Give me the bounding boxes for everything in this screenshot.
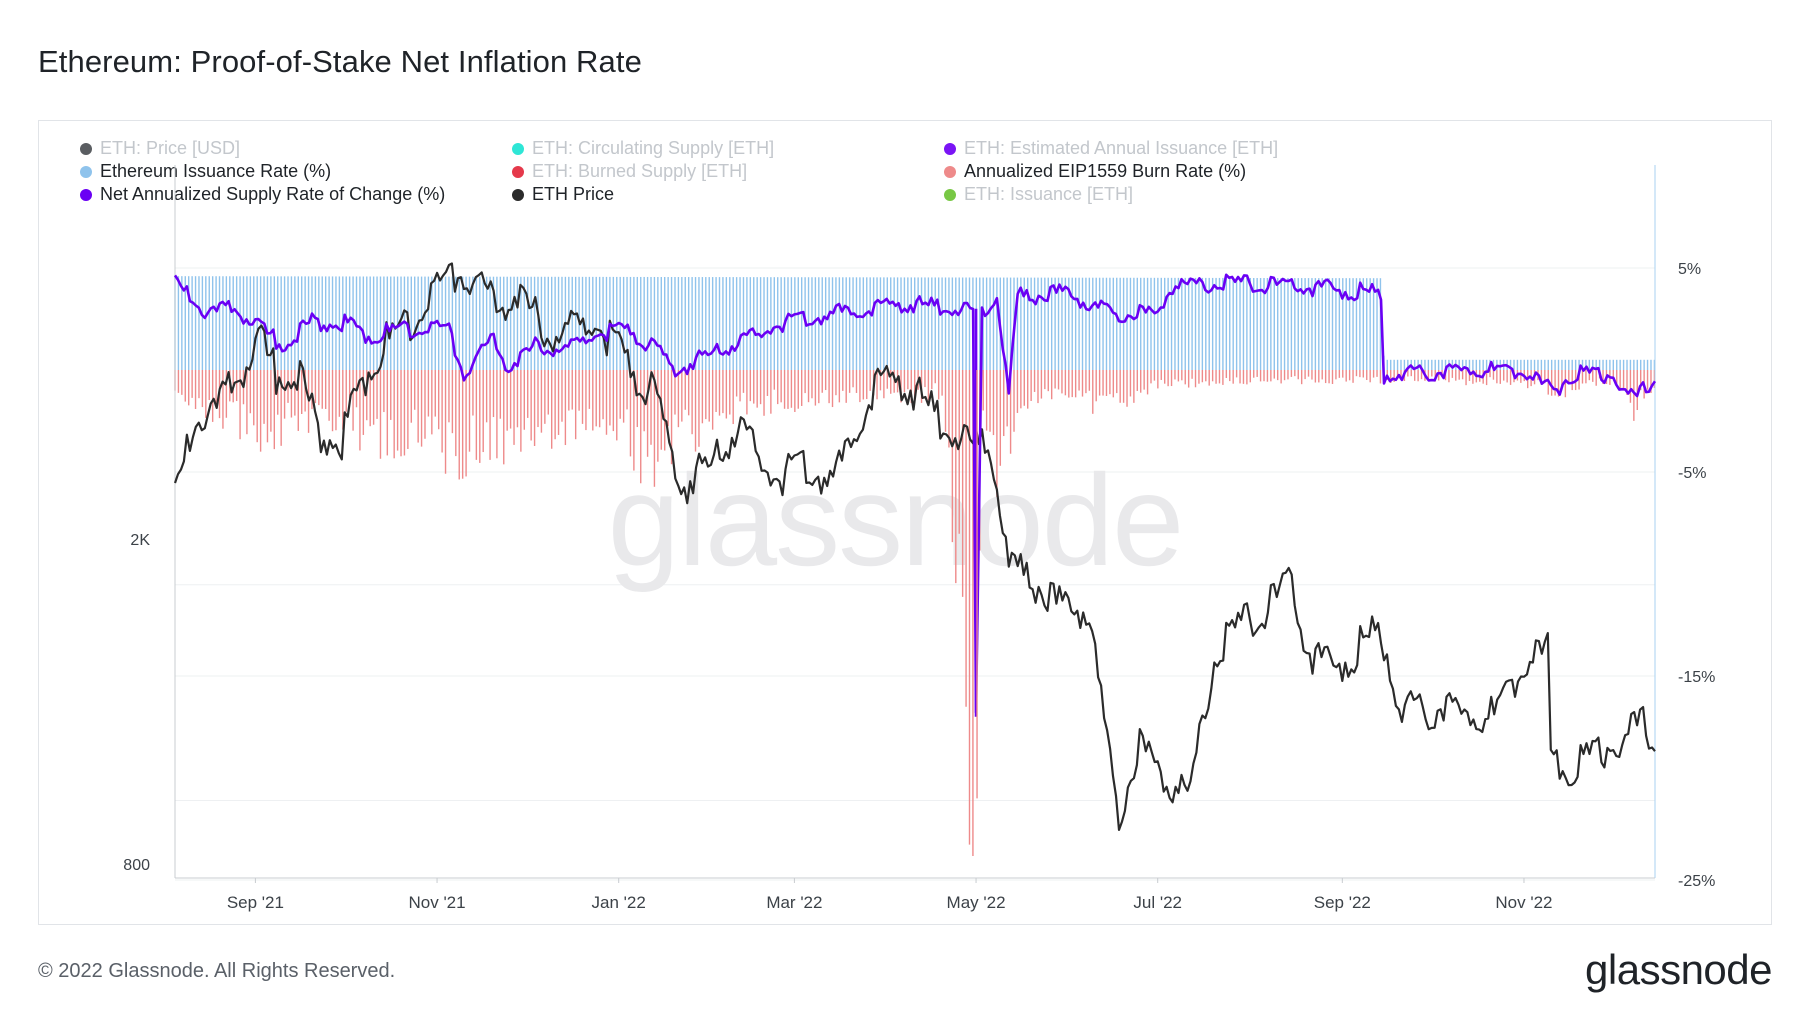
legend-label: ETH: Estimated Annual Issuance [ETH] [964,138,1279,158]
right-tick-label: -25% [1678,873,1715,890]
legend-label: ETH: Issuance [ETH] [964,184,1134,204]
legend-label: Ethereum Issuance Rate (%) [100,161,332,181]
legend-label: ETH Price [532,184,615,204]
legend-dot [944,188,956,201]
page-title: Ethereum: Proof-of-Stake Net Inflation R… [38,44,642,79]
legend-item-eth-price[interactable]: ETH Price [512,184,614,205]
x-tick-label: Sep '22 [1314,893,1371,912]
x-tick-label: Jan '22 [592,893,646,912]
legend-dot [512,188,524,201]
right-tick-label: 5% [1678,261,1701,278]
legend-item-burned-supply[interactable]: ETH: Burned Supply [ETH] [512,161,747,182]
watermark-text: glassnode [608,447,1183,593]
legend-item-circulating-supply[interactable]: ETH: Circulating Supply [ETH] [512,138,774,159]
eth-price-line [173,262,1656,832]
legend-dot [80,142,92,155]
legend-dot [512,165,524,178]
left-tick-label: 800 [123,857,150,874]
x-tick-label: May '22 [947,893,1006,912]
right-tick-label: -15% [1678,669,1715,686]
brand-logo: glassnode [1585,946,1772,993]
x-tick-label: Nov '22 [1495,893,1552,912]
legend-label: ETH: Circulating Supply [ETH] [532,138,775,158]
chart-frame [38,120,1772,925]
legend-item-estimated-annual-issuance[interactable]: ETH: Estimated Annual Issuance [ETH] [944,138,1278,159]
x-tick-label: Jul '22 [1133,893,1182,912]
x-tick-label: Sep '21 [227,893,284,912]
copyright-notice: © 2022 Glassnode. All Rights Reserved. [38,960,396,982]
legend-item-issuance-rate[interactable]: Ethereum Issuance Rate (%) [80,161,331,182]
legend-dot [80,188,92,201]
legend-item-eth-price-usd[interactable]: ETH: Price [USD] [80,138,240,159]
legend-label: ETH: Price [USD] [100,138,241,158]
legend-label: Net Annualized Supply Rate of Change (%) [100,184,446,204]
right-tick-label: -5% [1678,465,1706,482]
legend-dot [512,142,524,155]
legend-item-issuance-eth[interactable]: ETH: Issuance [ETH] [944,184,1133,205]
legend-label: Annualized EIP1559 Burn Rate (%) [964,161,1247,181]
legend-label: ETH: Burned Supply [ETH] [532,161,748,181]
legend-item-burn-rate[interactable]: Annualized EIP1559 Burn Rate (%) [944,161,1246,182]
legend-item-net-supply-rate[interactable]: Net Annualized Supply Rate of Change (%) [80,184,445,205]
net-supply-rate-line [173,273,1657,714]
x-tick-label: Mar '22 [766,893,822,912]
legend-dot [944,142,956,155]
legend-dot [80,165,92,178]
left-tick-label: 2K [130,532,150,549]
legend-dot [944,165,956,178]
x-tick-label: Nov '21 [408,893,465,912]
